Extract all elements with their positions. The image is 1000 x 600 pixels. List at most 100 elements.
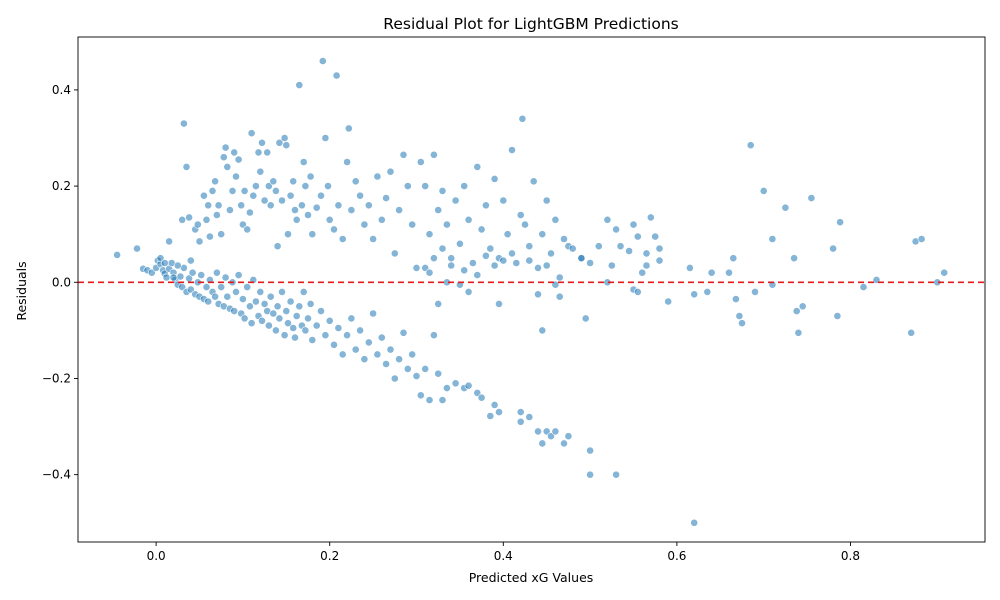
- data-point: [271, 326, 280, 335]
- data-point: [486, 244, 495, 253]
- data-point: [525, 413, 534, 421]
- data-point: [162, 273, 171, 282]
- data-point: [240, 314, 249, 323]
- data-point: [249, 191, 258, 200]
- data-point: [247, 129, 256, 138]
- data-point: [301, 182, 310, 190]
- data-point: [759, 186, 768, 195]
- data-point: [330, 340, 338, 349]
- data-point: [237, 201, 246, 210]
- data-point: [343, 331, 351, 340]
- data-point: [295, 81, 304, 89]
- data-point: [403, 182, 412, 190]
- data-point: [707, 268, 716, 277]
- data-point: [664, 297, 673, 306]
- data-point: [344, 124, 353, 133]
- data-point: [373, 350, 382, 359]
- data-point: [525, 242, 534, 251]
- data-point: [508, 249, 516, 258]
- data-point: [351, 345, 360, 354]
- data-point: [225, 206, 234, 214]
- data-point: [833, 312, 842, 320]
- data-point: [625, 247, 633, 255]
- data-point: [195, 237, 204, 246]
- data-point: [633, 232, 642, 241]
- data-point: [555, 273, 564, 282]
- data-point: [490, 174, 499, 183]
- data-point: [508, 146, 516, 154]
- x-axis-label: Predicted xG Values: [469, 570, 594, 585]
- data-point: [429, 331, 438, 340]
- data-point: [204, 297, 213, 306]
- data-point: [182, 162, 191, 171]
- data-point: [581, 314, 590, 323]
- data-point: [178, 215, 187, 224]
- y-tick-label: 0.2: [52, 179, 71, 193]
- data-point: [173, 261, 182, 270]
- data-point: [490, 400, 499, 409]
- data-point: [516, 417, 525, 426]
- data-point: [364, 201, 373, 210]
- data-point: [403, 364, 412, 373]
- data-point: [260, 299, 269, 308]
- data-point: [234, 271, 243, 279]
- data-point: [594, 242, 603, 251]
- data-point: [529, 177, 538, 186]
- data-point: [266, 292, 275, 301]
- data-point: [521, 220, 529, 229]
- data-point: [304, 314, 312, 323]
- x-tick-label: 0.2: [320, 549, 339, 563]
- data-point: [286, 191, 295, 200]
- data-point: [325, 215, 334, 224]
- data-point: [646, 213, 655, 222]
- data-point: [228, 186, 237, 195]
- data-point: [347, 206, 356, 214]
- data-point: [308, 336, 317, 344]
- data-point: [425, 230, 434, 239]
- data-point: [781, 203, 790, 212]
- data-point: [421, 364, 430, 373]
- data-point: [442, 384, 451, 392]
- data-point: [217, 283, 226, 291]
- y-tick-label: 0.0: [52, 275, 71, 289]
- data-point: [373, 172, 382, 181]
- data-point: [369, 235, 377, 243]
- data-point: [829, 244, 837, 253]
- data-point: [356, 191, 364, 200]
- data-point: [266, 201, 275, 210]
- data-point: [651, 232, 660, 241]
- data-point: [386, 345, 395, 354]
- data-point: [794, 328, 803, 337]
- data-point: [451, 196, 460, 205]
- data-point: [473, 388, 482, 397]
- data-point: [486, 412, 495, 420]
- data-point: [317, 191, 325, 200]
- data-point: [199, 191, 208, 200]
- data-point: [586, 470, 594, 479]
- y-tick-label: −0.4: [42, 468, 71, 482]
- data-point: [160, 259, 169, 267]
- data-point: [408, 220, 417, 229]
- data-point: [212, 211, 221, 219]
- data-point: [312, 203, 321, 212]
- data-point: [251, 297, 260, 306]
- data-point: [256, 167, 265, 176]
- data-point: [751, 287, 759, 296]
- data-point: [330, 225, 338, 234]
- data-point: [551, 427, 560, 436]
- data-point: [186, 256, 195, 265]
- data-point: [351, 177, 360, 186]
- data-point: [133, 244, 141, 253]
- data-point: [390, 374, 399, 383]
- data-point: [560, 235, 568, 243]
- data-point: [395, 206, 403, 214]
- data-point: [642, 249, 651, 258]
- data-point: [534, 263, 542, 272]
- data-point: [306, 172, 315, 181]
- data-point: [347, 314, 356, 323]
- data-point: [798, 302, 807, 311]
- data-point: [629, 220, 638, 229]
- data-point: [434, 206, 443, 214]
- data-point: [534, 427, 542, 436]
- scatter-points: [113, 57, 949, 527]
